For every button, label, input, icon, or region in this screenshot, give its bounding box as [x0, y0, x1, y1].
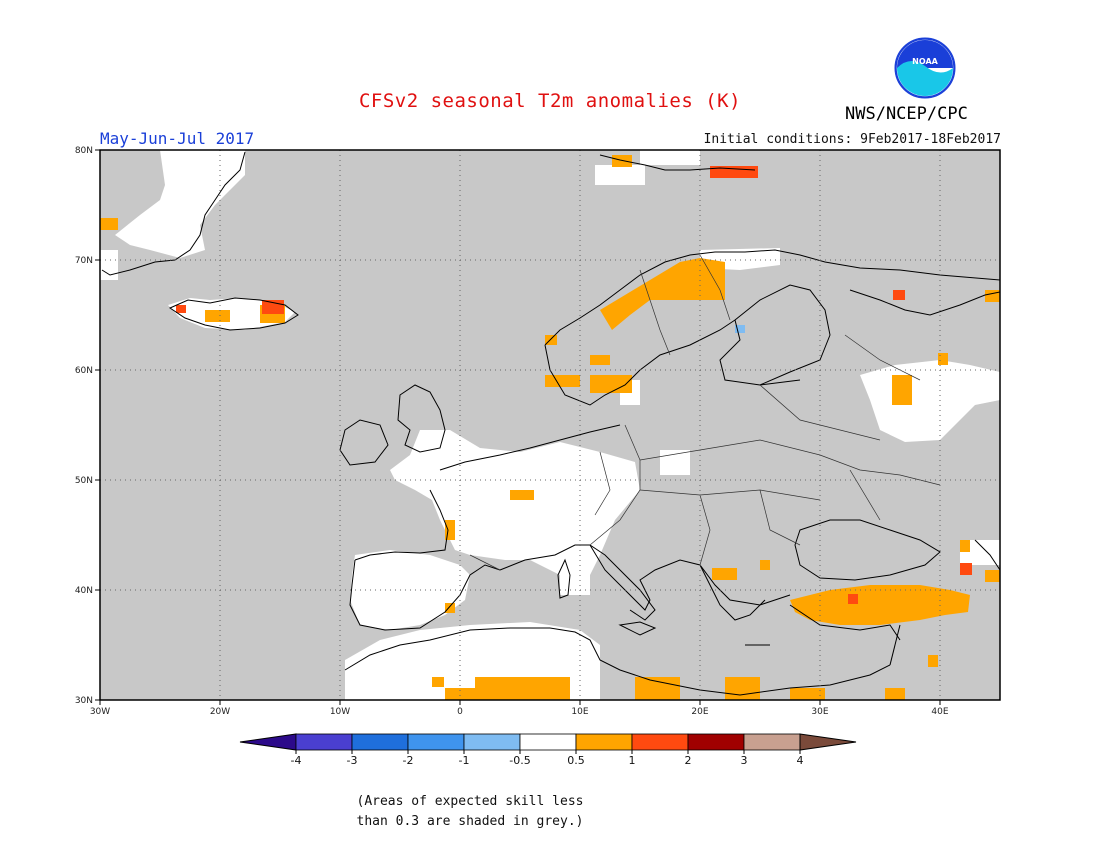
colorbar-bin [351, 733, 409, 751]
latitude-ticks: 30N 40N 50N 60N 70N 80N [75, 146, 100, 706]
anomaly-field [100, 150, 1000, 700]
lon-tick-label: 0 [457, 707, 463, 717]
lon-tick-label: 30W [90, 707, 110, 717]
colorbar: -4 -3 -2 -1 -0.5 0.5 1 2 3 4 [239, 733, 857, 767]
longitude-ticks: 30W 20W 10W 0 10E 20E 30E 40E [90, 700, 949, 717]
lon-tick-label: 30E [811, 707, 828, 717]
colorbar-label: -3 [347, 754, 358, 767]
lon-tick-label: 10E [571, 707, 588, 717]
noaa-logo-icon: NOAA [894, 37, 956, 99]
colorbar-label: -1 [459, 754, 470, 767]
lon-tick-label: 20E [691, 707, 708, 717]
colorbar-bin [575, 733, 633, 751]
colorbar-label: 2 [685, 754, 692, 767]
noaa-logo-text: NOAA [912, 57, 938, 66]
lat-tick-label: 60N [75, 366, 93, 376]
warm-anomaly-region [100, 155, 1000, 700]
initial-conditions-label: Initial conditions: 9Feb2017-18Feb2017 [703, 132, 1001, 147]
colorbar-label: -4 [291, 754, 302, 767]
colorbar-bin [631, 733, 689, 751]
lon-tick-label: 40E [931, 707, 948, 717]
map-title: CFSv2 seasonal T2m anomalies (K) [358, 90, 742, 112]
colorbar-low-arrow [239, 733, 297, 751]
colorbar-label: -2 [403, 754, 414, 767]
colorbar-bin [743, 733, 801, 751]
colorbar-label: -0.5 [509, 754, 530, 767]
colorbar-high-arrow [799, 733, 857, 751]
lat-tick-label: 50N [75, 476, 93, 486]
skill-footnote-line1: (Areas of expected skill less [356, 794, 584, 809]
colorbar-bin [463, 733, 521, 751]
colorbar-label: 1 [629, 754, 636, 767]
colorbar-bin [687, 733, 745, 751]
colorbar-bin [519, 733, 577, 751]
colorbar-bin [407, 733, 465, 751]
agency-label: NWS/NCEP/CPC [845, 104, 968, 124]
graticule [100, 150, 1000, 700]
lat-tick-label: 80N [75, 146, 93, 156]
lat-tick-label: 30N [75, 696, 93, 706]
colorbar-label: 0.5 [567, 754, 585, 767]
season-label: May-Jun-Jul 2017 [100, 129, 255, 148]
lon-tick-label: 20W [210, 707, 230, 717]
skill-footnote-line2: than 0.3 are shaded in grey.) [356, 814, 584, 829]
lon-tick-label: 10W [330, 707, 350, 717]
skill-footnote: (Areas of expected skill less than 0.3 a… [0, 792, 940, 832]
lat-tick-label: 70N [75, 256, 93, 266]
colorbar-bin [295, 733, 353, 751]
map-frame [99, 149, 1001, 701]
colorbar-label: 4 [797, 754, 804, 767]
cool-anomaly-region [735, 325, 745, 333]
lat-tick-label: 40N [75, 586, 93, 596]
colorbar-label: 3 [741, 754, 748, 767]
